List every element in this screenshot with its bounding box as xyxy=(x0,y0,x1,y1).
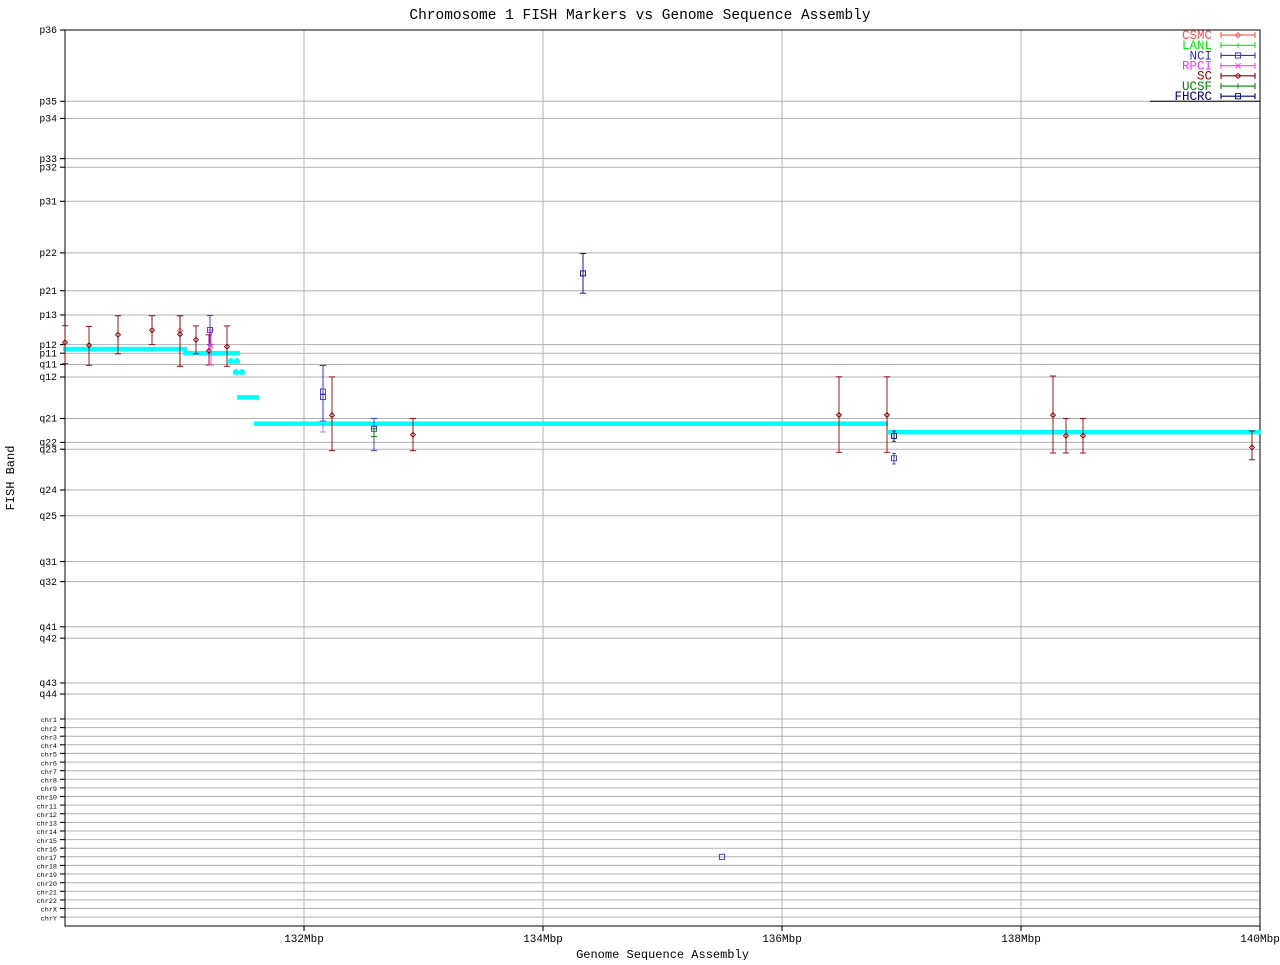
svg-text:chr11: chr11 xyxy=(37,803,57,811)
svg-text:138Mbp: 138Mbp xyxy=(1001,934,1041,946)
svg-text:q25: q25 xyxy=(39,511,57,522)
svg-text:Genome Sequence Assembly: Genome Sequence Assembly xyxy=(576,948,749,960)
svg-text:q44: q44 xyxy=(39,689,57,700)
svg-text:q41: q41 xyxy=(39,622,57,633)
svg-text:chr18: chr18 xyxy=(37,864,57,872)
svg-text:chr19: chr19 xyxy=(37,872,57,880)
svg-text:FHCRC: FHCRC xyxy=(1174,90,1212,104)
svg-text:q21: q21 xyxy=(39,414,57,425)
svg-text:chr2: chr2 xyxy=(41,726,57,734)
svg-text:136Mbp: 136Mbp xyxy=(762,934,802,946)
svg-text:chr15: chr15 xyxy=(37,838,57,846)
svg-text:chr16: chr16 xyxy=(37,846,57,854)
svg-text:chr12: chr12 xyxy=(37,812,57,820)
svg-text:q12: q12 xyxy=(39,372,57,383)
svg-text:134Mbp: 134Mbp xyxy=(523,934,563,946)
svg-text:chr7: chr7 xyxy=(41,769,57,777)
svg-text:Chromosome 1 FISH Markers vs G: Chromosome 1 FISH Markers vs Genome Sequ… xyxy=(409,8,870,24)
svg-text:p22: p22 xyxy=(39,248,57,259)
svg-text:p11: p11 xyxy=(39,348,57,359)
svg-text:chr14: chr14 xyxy=(37,829,57,837)
svg-text:chr20: chr20 xyxy=(37,881,57,889)
svg-text:p34: p34 xyxy=(39,114,57,125)
svg-text:q32: q32 xyxy=(39,577,57,588)
svg-text:q11: q11 xyxy=(39,360,57,371)
svg-text:chr22: chr22 xyxy=(37,898,57,906)
svg-text:p13: p13 xyxy=(39,310,57,321)
svg-text:p32: p32 xyxy=(39,162,57,173)
svg-text:chrY: chrY xyxy=(41,915,57,923)
svg-text:chrX: chrX xyxy=(41,907,57,915)
svg-text:FISH Band: FISH Band xyxy=(4,446,18,511)
svg-text:q24: q24 xyxy=(39,485,57,496)
svg-text:chr10: chr10 xyxy=(37,795,57,803)
svg-text:132Mbp: 132Mbp xyxy=(284,934,324,946)
svg-text:p35: p35 xyxy=(39,97,57,108)
svg-text:chr21: chr21 xyxy=(37,890,57,898)
svg-text:p31: p31 xyxy=(39,197,57,208)
svg-text:chr13: chr13 xyxy=(37,821,57,829)
svg-text:p21: p21 xyxy=(39,286,57,297)
svg-text:q43: q43 xyxy=(39,678,57,689)
svg-text:chr1: chr1 xyxy=(41,717,57,725)
svg-text:chr17: chr17 xyxy=(37,855,57,863)
svg-text:chr9: chr9 xyxy=(41,786,57,794)
svg-text:chr4: chr4 xyxy=(41,743,57,751)
svg-text:chr8: chr8 xyxy=(41,778,57,786)
svg-text:q23: q23 xyxy=(39,444,57,455)
svg-text:q31: q31 xyxy=(39,557,57,568)
svg-text:140Mbp: 140Mbp xyxy=(1240,934,1280,946)
svg-text:p36: p36 xyxy=(39,25,57,36)
svg-text:chr6: chr6 xyxy=(41,760,57,768)
svg-text:chr3: chr3 xyxy=(41,734,57,742)
svg-text:q42: q42 xyxy=(39,633,57,644)
svg-text:chr5: chr5 xyxy=(41,752,57,760)
